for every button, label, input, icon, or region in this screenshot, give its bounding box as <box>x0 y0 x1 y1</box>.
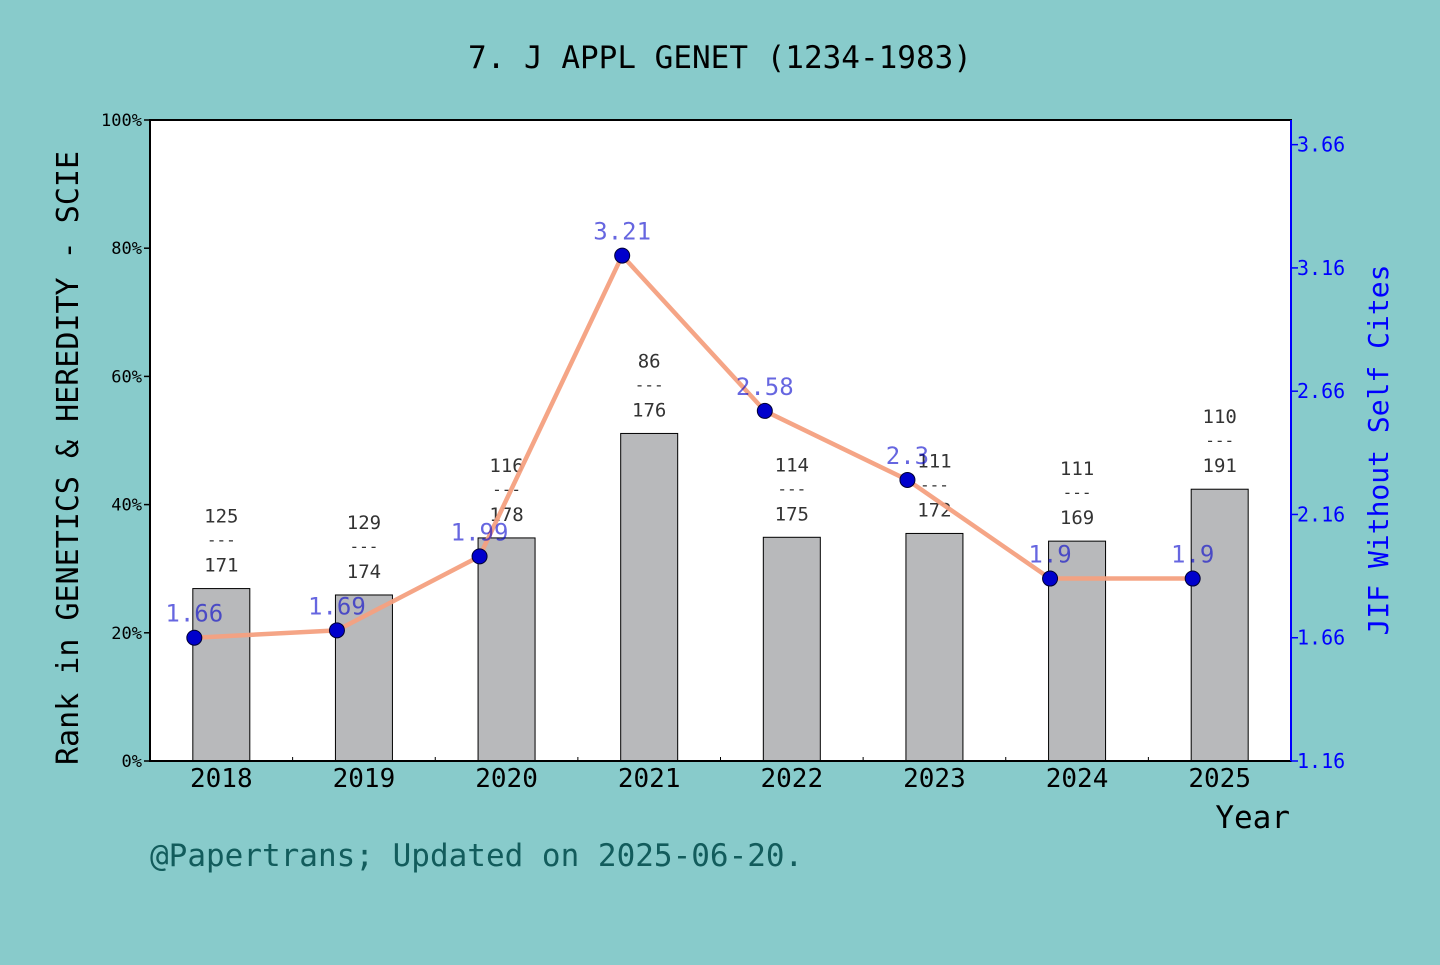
left-axis-tick-label: 40% <box>111 496 142 516</box>
jif-line-layer: 1.66 1.69 1.99 3.21 2.58 2.3 1.9 1.9 <box>165 218 1214 646</box>
rank-fraction-separator: --- <box>920 475 949 494</box>
bar <box>620 432 679 762</box>
bar <box>762 536 821 762</box>
rank-numerator: 111 <box>1060 458 1094 480</box>
jif-point <box>328 622 345 639</box>
rank-fraction: 125 --- 171 <box>204 506 238 577</box>
rank-numerator: 125 <box>204 506 238 528</box>
rank-fraction: 111 --- 169 <box>1060 458 1094 529</box>
rank-fraction: 110 --- 191 <box>1203 406 1237 477</box>
rank-denominator: 172 <box>917 499 951 521</box>
rank-fraction: 129 --- 174 <box>347 512 381 583</box>
rank-denominator: 176 <box>632 399 666 421</box>
jif-point <box>756 402 773 419</box>
left-axis-label: Rank in GENETICS & HEREDITY - SCIE <box>51 151 86 765</box>
bar <box>905 532 964 762</box>
bar <box>192 588 251 762</box>
jif-point <box>1184 570 1201 587</box>
rank-numerator: 129 <box>347 512 381 534</box>
footer-note: @Papertrans; Updated on 2025-06-20. <box>150 838 803 874</box>
x-axis-tick-label: 2023 <box>903 764 966 794</box>
jif-point <box>899 471 916 488</box>
x-axis-tick-label: 2018 <box>190 764 253 794</box>
rank-fraction: 114 --- 175 <box>775 454 809 525</box>
jif-data-label: 1.9 <box>1171 541 1214 569</box>
x-axis-label: Year <box>1215 800 1290 836</box>
right-axis-label: JIF Without Self Cites <box>1362 265 1395 636</box>
rank-denominator: 191 <box>1203 455 1237 477</box>
rank-numerator: 114 <box>775 454 809 476</box>
rank-fraction: 116---178 <box>489 455 523 526</box>
rank-fraction-separator: --- <box>207 531 236 550</box>
bar <box>1048 540 1107 762</box>
rank-denominator: 171 <box>204 555 238 577</box>
x-axis-tick-label: 2025 <box>1188 764 1251 794</box>
rank-denominator: 175 <box>775 503 809 525</box>
right-axis-tick-label: 2.66 <box>1297 379 1345 403</box>
jif-data-label: 2.58 <box>736 373 794 401</box>
rank-fraction: 86 --- 176 <box>632 350 666 421</box>
right-axis-tick-label: 1.66 <box>1297 626 1345 650</box>
right-axis-tick-label: 1.16 <box>1297 749 1345 773</box>
left-axis-tick-label: 20% <box>111 624 142 644</box>
x-axis-tick-label: 2019 <box>333 764 396 794</box>
right-axis: 1.16 1.66 2.16 2.66 3.16 3.66 <box>1290 120 1345 773</box>
left-axis-tick-label: 80% <box>111 239 142 259</box>
rank-numerator: 111 <box>917 450 951 472</box>
rank-numerator: 116 <box>489 455 523 477</box>
x-axis-tick-label: 2022 <box>761 764 824 794</box>
left-axis-tick-label: 0% <box>122 752 142 772</box>
x-axis-tick-label: 2020 <box>475 764 538 794</box>
jif-data-label: 3.21 <box>593 218 651 246</box>
bar <box>334 594 393 762</box>
jif-data-label: 1.69 <box>308 592 366 620</box>
jif-point <box>186 629 203 646</box>
jif-point <box>471 548 488 565</box>
rank-fraction-separator: --- <box>1205 431 1234 450</box>
plot-area <box>150 120 1291 761</box>
right-axis-tick-label: 3.66 <box>1297 133 1345 157</box>
rank-denominator: 174 <box>347 561 381 583</box>
right-axis-tick-label: 2.16 <box>1297 502 1345 526</box>
left-axis: 0% 20% 40% 60% 80% 100% <box>101 111 150 772</box>
jif-data-label: 1.9 <box>1028 541 1071 569</box>
rank-fraction-layer: 125 --- 171 129 --- 174 116---178 86 --- 176 114 --… <box>204 350 1237 583</box>
left-axis-tick-label: 100% <box>101 111 142 131</box>
left-axis-tick-label: 60% <box>111 367 142 387</box>
x-axis-tick-label: 2021 <box>618 764 681 794</box>
right-axis-tick-label: 3.16 <box>1297 256 1345 280</box>
chart-title: 7. J APPL GENET (1234-1983) <box>468 40 972 76</box>
bar <box>477 537 536 762</box>
bars-layer <box>192 432 1249 762</box>
rank-fraction-separator: --- <box>777 479 806 498</box>
x-axis: 2018 2019 2020 2021 2022 2023 2024 2025 <box>190 757 1251 794</box>
jif-series-line <box>194 253 1193 640</box>
jif-data-label: 1.66 <box>165 600 223 628</box>
jif-data-label: 2.3 <box>886 442 929 470</box>
rank-fraction-separator: --- <box>635 375 664 394</box>
rank-fraction-separator: --- <box>349 537 378 556</box>
jif-point <box>614 247 631 264</box>
bar <box>1190 488 1249 762</box>
jif-point <box>1042 570 1059 587</box>
rank-denominator: 169 <box>1060 507 1094 529</box>
rank-numerator: 86 <box>638 350 661 372</box>
jif-data-label: 1.99 <box>451 518 509 546</box>
x-axis-tick-label: 2024 <box>1046 764 1109 794</box>
rank-fraction-separator: --- <box>1063 483 1092 502</box>
rank-numerator: 110 <box>1203 406 1237 428</box>
